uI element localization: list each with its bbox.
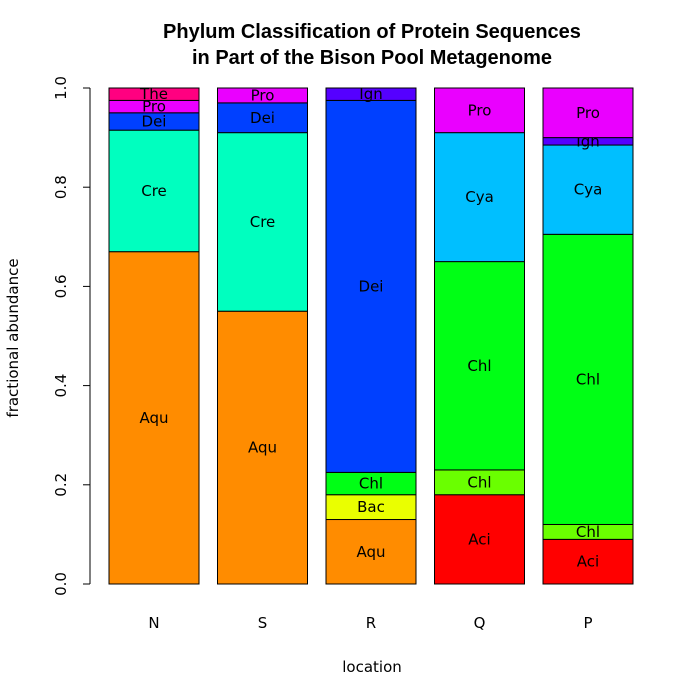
x-tick-label-Q: Q bbox=[474, 614, 486, 632]
segment-label-Q-4: Pro bbox=[468, 101, 492, 119]
bar-segment-P-pro-5 bbox=[542, 87, 634, 139]
x-tick-label-N: N bbox=[148, 614, 159, 632]
segment-label-P-3: Cya bbox=[574, 181, 603, 199]
segment-label-Q-2: Chl bbox=[467, 357, 491, 375]
segment-label-S-3: Pro bbox=[251, 86, 275, 104]
bar-segment-Q-chl-2 bbox=[434, 261, 525, 471]
bar-segment-P-chl-2 bbox=[542, 233, 634, 525]
bar-segment-R-ign-4 bbox=[325, 87, 417, 101]
segment-label-R-3: Dei bbox=[359, 277, 384, 295]
y-axis-label: fractional abundance bbox=[4, 258, 22, 417]
bar-segment-N-aqu-0 bbox=[108, 251, 200, 585]
y-tick-label-4: 0.8 bbox=[52, 175, 70, 199]
y-tick-label-1: 0.2 bbox=[52, 473, 70, 497]
bar-segment-N-the-4 bbox=[108, 87, 200, 101]
bar-segment-Q-aci-0 bbox=[434, 494, 525, 585]
segment-label-S-1: Cre bbox=[250, 213, 276, 231]
y-axis: 0.0 0.2 0.4 0.6 0.8 1.0 bbox=[52, 76, 91, 596]
segment-label-Q-0: Aci bbox=[468, 530, 490, 548]
segment-label-N-3: Pro bbox=[142, 98, 166, 116]
bar-segment-S-aqu-0 bbox=[217, 310, 308, 585]
segment-label-P-1: Chl bbox=[576, 523, 600, 541]
chart-title-line-2: in Part of the Bison Pool Metagenome bbox=[192, 47, 552, 69]
y-tick-label-5: 1.0 bbox=[52, 76, 70, 100]
segment-label-N-4: The bbox=[139, 85, 168, 103]
chart-title-line-1: Phylum Classification of Protein Sequenc… bbox=[163, 21, 581, 43]
bar-segment-N-cre-1 bbox=[108, 129, 200, 253]
segment-label-P-0: Aci bbox=[577, 553, 599, 571]
segment-label-Q-3: Cya bbox=[465, 188, 494, 206]
segment-label-S-2: Dei bbox=[250, 109, 275, 127]
bar-segment-Q-pro-4 bbox=[434, 87, 525, 134]
bar-segment-S-pro-3 bbox=[217, 87, 308, 104]
x-tick-label-S: S bbox=[258, 614, 268, 632]
segment-label-R-0: Aqu bbox=[356, 543, 385, 561]
y-tick-label-0: 0.0 bbox=[52, 572, 70, 596]
segment-label-N-2: Dei bbox=[142, 112, 167, 130]
segment-label-S-0: Aqu bbox=[248, 439, 277, 457]
bar-segment-Q-cya-3 bbox=[434, 132, 525, 263]
x-tick-label-P: P bbox=[583, 614, 592, 632]
bar-segment-P-aci-0 bbox=[542, 538, 634, 585]
y-tick-label-3: 0.6 bbox=[52, 274, 70, 298]
segment-label-P-2: Chl bbox=[576, 370, 600, 388]
bar-segment-S-cre-1 bbox=[217, 132, 308, 312]
x-tick-label-R: R bbox=[366, 614, 376, 632]
bar-segment-R-dei-3 bbox=[325, 99, 417, 473]
segment-label-P-5: Pro bbox=[576, 104, 600, 122]
bar-segment-P-cya-3 bbox=[542, 144, 634, 235]
bars-group: AquCreDeiProTheAquCreDeiProAquBacChlDeiI… bbox=[108, 85, 634, 585]
segment-label-Q-1: Chl bbox=[467, 473, 491, 491]
segment-label-R-2: Chl bbox=[359, 475, 383, 493]
segment-label-R-1: Bac bbox=[357, 498, 385, 516]
segment-label-N-1: Cre bbox=[141, 182, 167, 200]
x-axis-label: location bbox=[342, 658, 402, 676]
y-tick-label-2: 0.4 bbox=[52, 374, 70, 398]
segment-label-R-4: Ign bbox=[359, 85, 382, 103]
segment-label-N-0: Aqu bbox=[139, 409, 168, 427]
